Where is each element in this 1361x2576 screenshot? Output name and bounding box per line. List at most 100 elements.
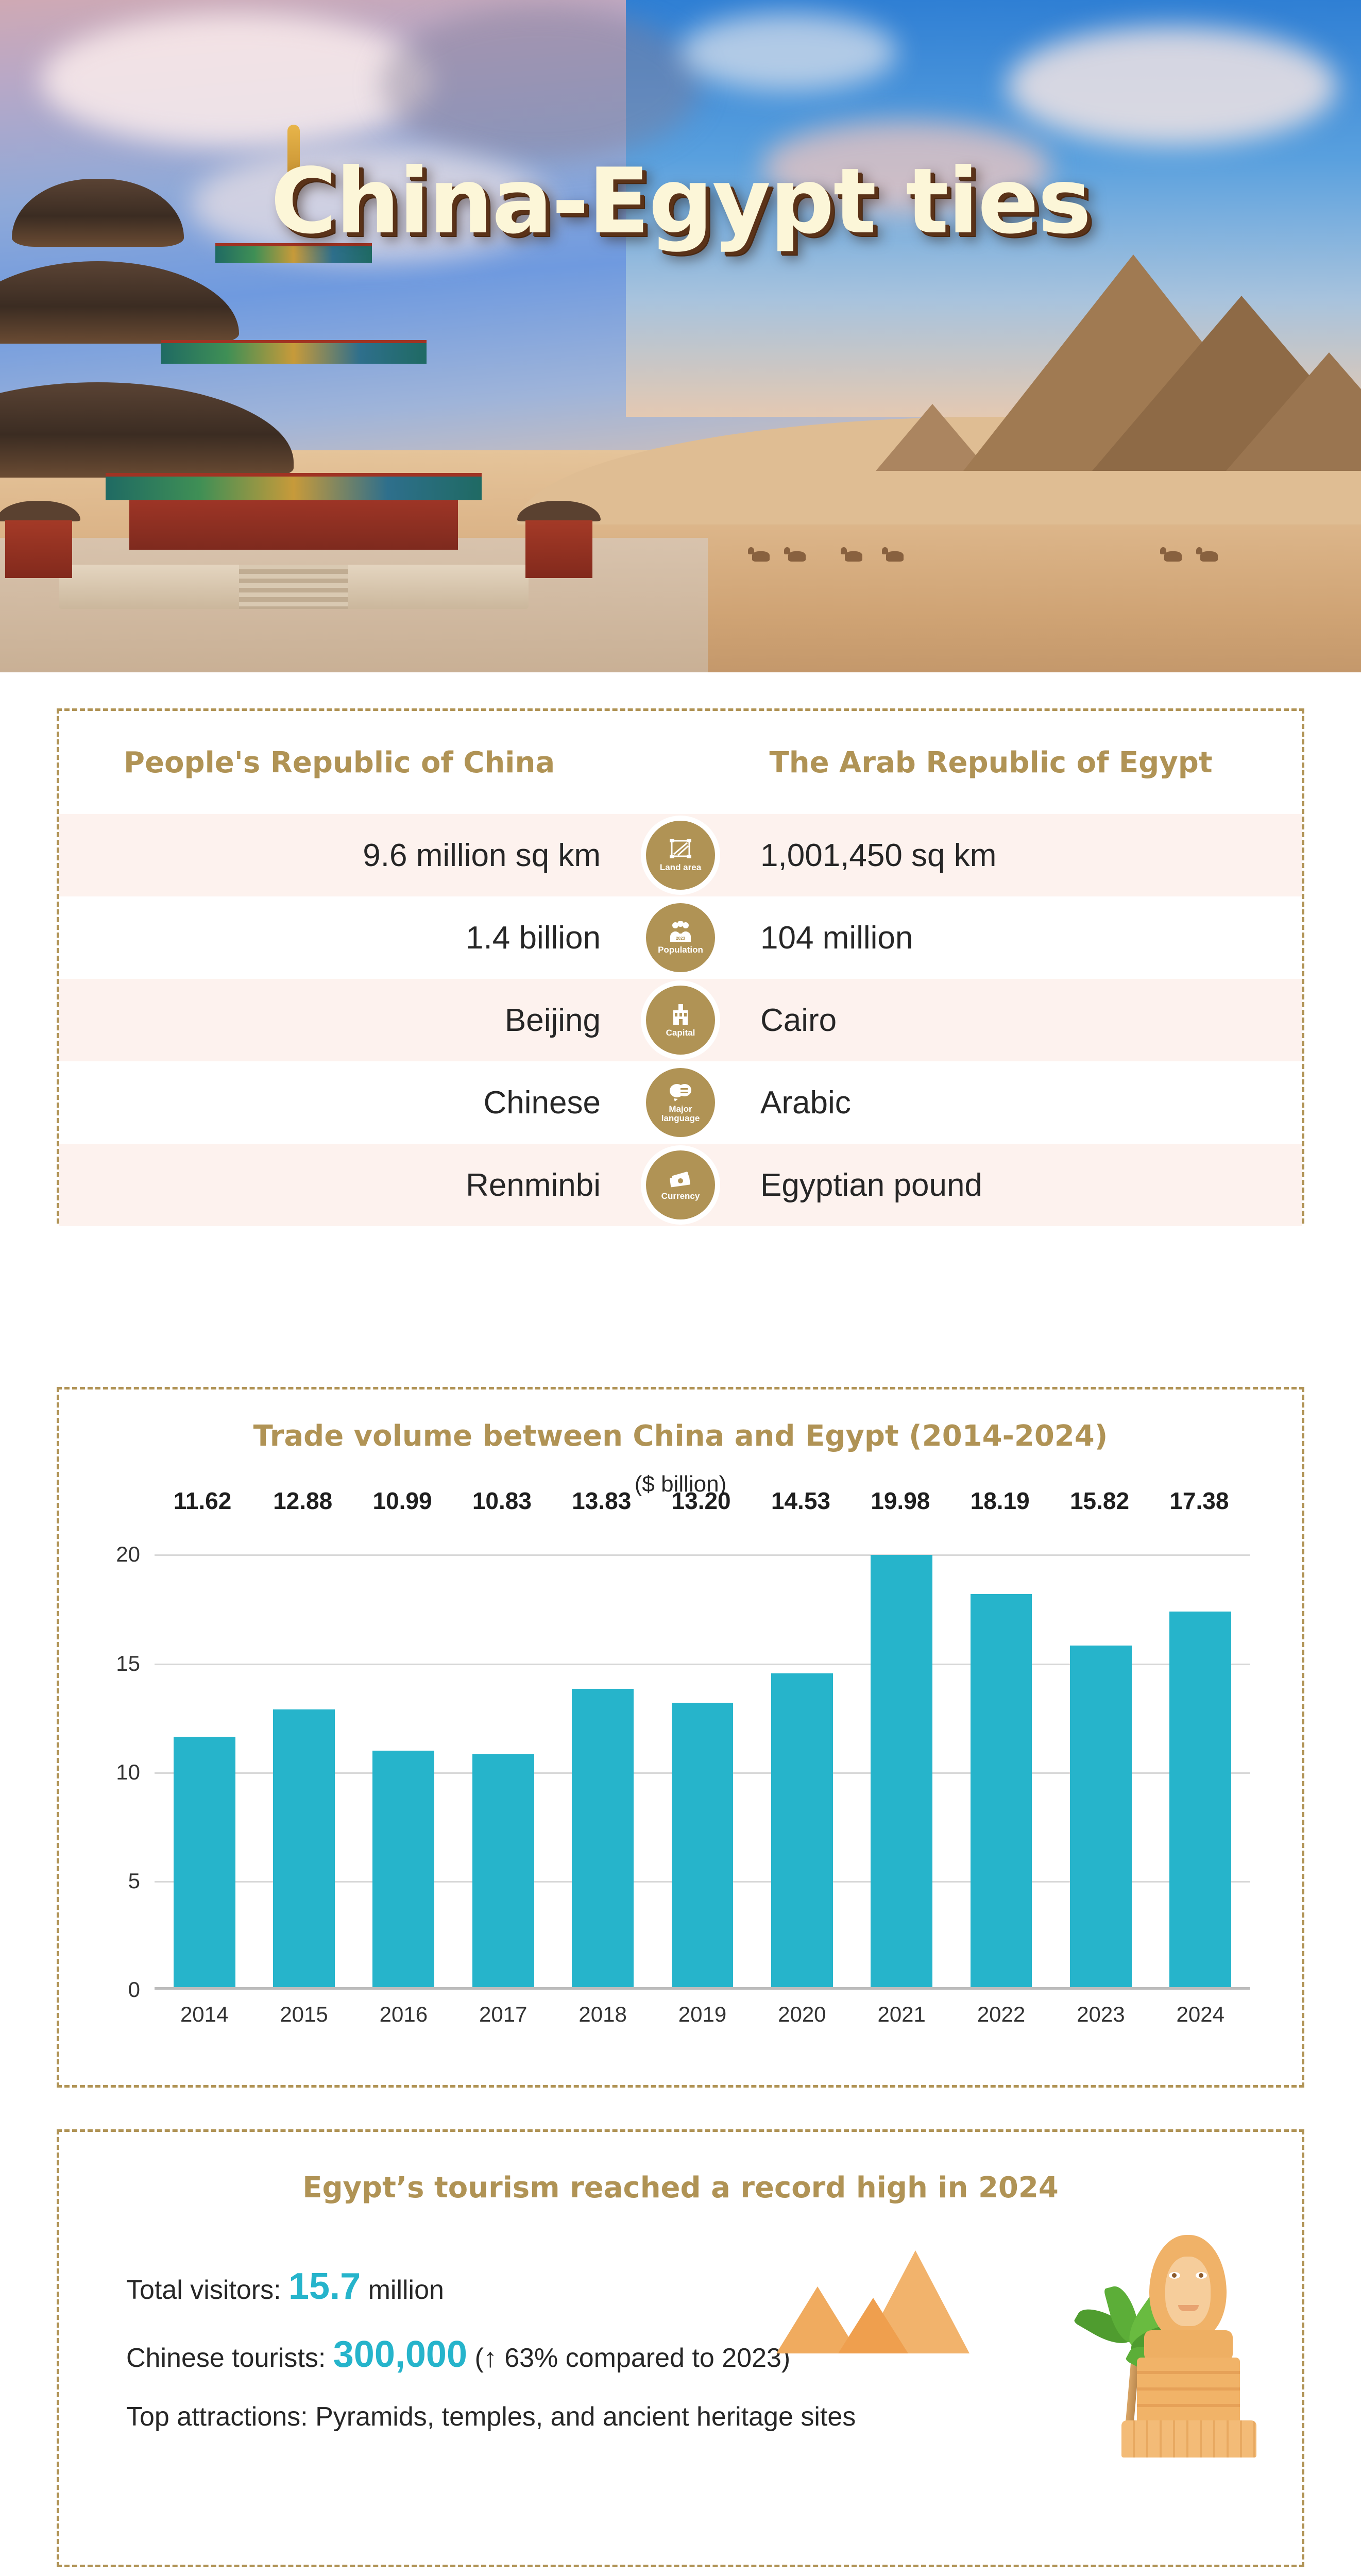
- cloud: [680, 13, 897, 91]
- table-row: Chinese Major language Arabic: [59, 1061, 1302, 1144]
- bar: 10.99: [372, 1487, 435, 1990]
- bar-series: 11.62 12.88 10.99 10.83 13.83 13.20 14.53 19.98…: [155, 1487, 1250, 1990]
- table-row: 9.6 million sq km Land area 1,001: [59, 814, 1302, 896]
- camel-icon: [784, 547, 806, 562]
- bar-column: 14.53: [752, 1487, 852, 1990]
- bar-chart: 0 5 10 15 20 11.62 12.88 10.99 10.83 13.83 13.20 1…: [116, 1487, 1250, 2047]
- chart-title: Trade volume between China and Egypt (20…: [253, 1419, 1108, 1453]
- table-row: Renminbi Currency Egyptian pound: [59, 1144, 1302, 1226]
- bar: 15.82: [1069, 1487, 1132, 1990]
- table-row: 1.4 billion 2023 Population 104 million: [59, 896, 1302, 979]
- fact-highlight: 300,000: [333, 2334, 467, 2375]
- icon-label: Currency: [661, 1191, 700, 1201]
- comparison-header-row: People's Republic of China The Arab Repu…: [59, 711, 1302, 814]
- cloud: [762, 121, 1051, 214]
- cloud: [1007, 27, 1337, 146]
- fact-prefix: Chinese tourists:: [126, 2343, 333, 2373]
- capital-icon: Capital: [646, 986, 715, 1055]
- x-axis-tick-label: 2024: [1176, 2002, 1224, 2026]
- tourism-panel: Egypt’s tourism reached a record high in…: [57, 2129, 1304, 2567]
- camel-icon: [1160, 547, 1182, 562]
- currency-icon: Currency: [646, 1150, 715, 1219]
- tourism-title: Egypt’s tourism reached a record high in…: [302, 2171, 1059, 2205]
- bar-column: 18.19: [951, 1487, 1051, 1990]
- bar-column: 15.82: [1051, 1487, 1150, 1990]
- bar-value-label: 13.83: [572, 1487, 632, 1514]
- cloud: [190, 148, 551, 262]
- capital-glyph: [669, 1003, 692, 1026]
- temple-gate: [517, 501, 601, 579]
- list-item: Top attractions: Pyramids, temples, and …: [126, 2401, 1302, 2432]
- cell-egypt-value: Egyptian pound: [760, 1167, 982, 1203]
- x-axis-tick-label: 2019: [678, 2002, 727, 2026]
- bar: 12.88: [273, 1487, 335, 1990]
- y-axis-tick-label: 0: [128, 1977, 140, 2002]
- icon-label: Population: [658, 944, 703, 955]
- bar: 13.83: [572, 1487, 634, 1990]
- plot-area: 0 5 10 15 20 11.62 12.88 10.99 10.83 13.83 13.20 1…: [116, 1487, 1250, 2002]
- icon-label: Land area: [659, 862, 702, 872]
- cell-egypt-value: Cairo: [760, 1002, 837, 1038]
- pyramids-illustration: [776, 2230, 998, 2353]
- cell-china-value: Beijing: [504, 1002, 601, 1038]
- y-axis-tick-label: 15: [116, 1651, 140, 1675]
- page-title: China-Egypt ties: [270, 149, 1092, 254]
- country-comparison-panel: People's Republic of China The Arab Repu…: [57, 708, 1304, 1226]
- banknotes-glyph: [668, 1170, 693, 1189]
- list-item: Total visitors: 15.7 million: [126, 2265, 1302, 2308]
- trade-volume-chart-panel: Trade volume between China and Egypt (20…: [57, 1387, 1304, 2088]
- bar-column: 19.98: [852, 1487, 951, 1990]
- x-axis-tick-label: 2022: [977, 2002, 1026, 2026]
- bar-value-label: 10.83: [472, 1487, 532, 1514]
- major-language-icon: Major language: [646, 1068, 715, 1137]
- fact-highlight: 15.7: [288, 2266, 361, 2307]
- bar: 11.62: [173, 1487, 235, 1990]
- sphinx-icon: [1112, 2235, 1262, 2458]
- x-axis-tick-label: 2017: [479, 2002, 528, 2026]
- cloud: [41, 13, 433, 148]
- chart-subtitle: ($ billion): [634, 1471, 727, 1497]
- bar-value-label: 10.99: [372, 1487, 432, 1514]
- camel-icon: [748, 547, 770, 562]
- cell-china-value: Renminbi: [466, 1167, 601, 1203]
- bar-value-label: 17.38: [1169, 1487, 1229, 1514]
- fact-prefix: Top attractions: Pyramids, temples, and …: [126, 2402, 856, 2432]
- temple-gate: [0, 501, 80, 579]
- bar-column: 12.88: [254, 1487, 353, 1990]
- x-axis-tick-label: 2014: [180, 2002, 229, 2026]
- cell-china-value: 1.4 billion: [466, 920, 601, 956]
- tourism-facts: Total visitors: 15.7 million Chinese tou…: [59, 2265, 1302, 2432]
- population-icon: 2023 Population: [646, 903, 715, 972]
- y-axis-tick-label: 10: [116, 1759, 140, 1784]
- bar: 10.83: [472, 1487, 534, 1990]
- bar-column: 10.99: [354, 1487, 453, 1990]
- cell-egypt-value: 104 million: [760, 920, 913, 956]
- fact-prefix: Total visitors:: [126, 2275, 288, 2305]
- icon-label: Major language: [661, 1104, 700, 1123]
- hero-banner: China-Egypt ties: [0, 0, 1361, 672]
- bar-value-label: 19.98: [871, 1487, 930, 1514]
- svg-text:2023: 2023: [676, 936, 685, 941]
- speech-bubbles-glyph: [669, 1082, 692, 1102]
- fact-suffix: million: [361, 2275, 444, 2305]
- bar-column: 17.38: [1151, 1487, 1250, 1990]
- x-axis-tick-label: 2020: [778, 2002, 826, 2026]
- bar-column: 11.62: [155, 1487, 254, 1990]
- header-egypt: The Arab Republic of Egypt: [769, 745, 1213, 779]
- temple-of-heaven-illustration: [0, 125, 529, 609]
- bar-value-label: 18.19: [970, 1487, 1030, 1514]
- bar: 19.98: [871, 1487, 933, 1990]
- gridline: [155, 1554, 1250, 1556]
- cell-egypt-value: 1,001,450 sq km: [760, 837, 997, 873]
- bar-value-label: 14.53: [771, 1487, 831, 1514]
- camel-icon: [841, 547, 862, 562]
- bar: 18.19: [970, 1487, 1032, 1990]
- bar-value-label: 12.88: [273, 1487, 333, 1514]
- fact-suffix: (↑ 63% compared to 2023): [467, 2343, 791, 2373]
- table-row: Beijing Capital Cairo: [59, 979, 1302, 1061]
- population-glyph: 2023: [668, 921, 693, 943]
- y-axis-tick-label: 5: [128, 1868, 140, 1893]
- bar: 17.38: [1169, 1487, 1232, 1990]
- bar-column: 13.83: [553, 1487, 652, 1990]
- icon-label: Capital: [666, 1027, 695, 1038]
